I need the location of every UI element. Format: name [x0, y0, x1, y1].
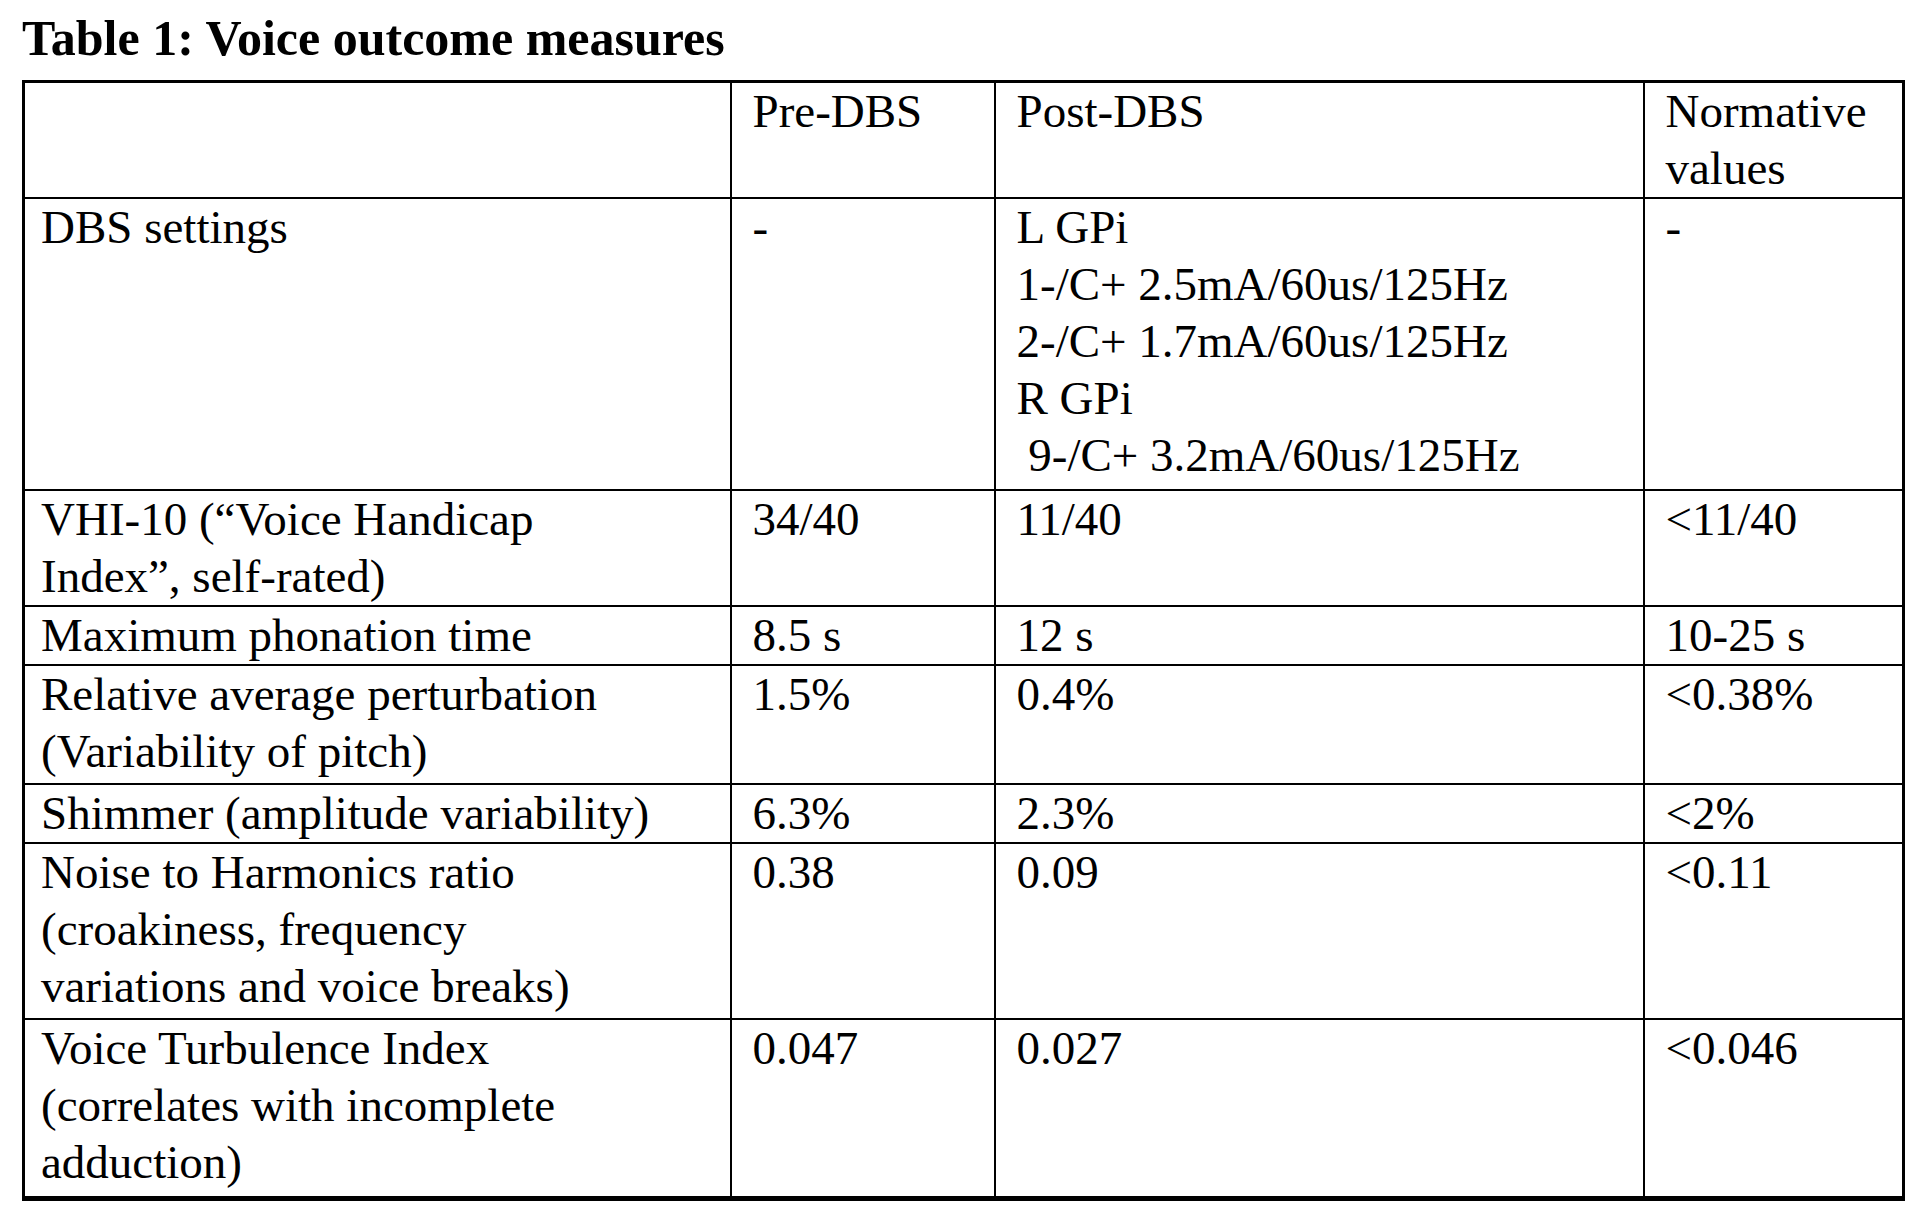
normative-cell: <11/40: [1644, 490, 1904, 606]
measure-cell: Noise to Harmonics ratio (croakiness, fr…: [24, 843, 731, 1019]
measure-cell: VHI-10 (“Voice Handicap Index”, self-rat…: [24, 490, 731, 606]
pre-dbs-cell: 34/40: [731, 490, 995, 606]
col-header-normative-values: Normative values: [1644, 82, 1904, 199]
pre-dbs-cell: 0.047: [731, 1019, 995, 1198]
normative-cell: <0.046: [1644, 1019, 1904, 1198]
measure-cell: Relative average perturbation (Variabili…: [24, 665, 731, 784]
normative-cell: <2%: [1644, 784, 1904, 843]
table-row-max-phonation-time: Maximum phonation time 8.5 s 12 s 10-25 …: [24, 606, 1904, 665]
post-dbs-cell: L GPi 1-/C+ 2.5mA/60us/125Hz 2-/C+ 1.7mA…: [995, 198, 1644, 490]
table-row-voice-turbulence-index: Voice Turbulence Index (correlates with …: [24, 1019, 1904, 1198]
pre-dbs-cell: -: [731, 198, 995, 490]
document-page: Table 1: Voice outcome measures Pre-DBS …: [0, 0, 1931, 1217]
table-row-vhi-10: VHI-10 (“Voice Handicap Index”, self-rat…: [24, 490, 1904, 606]
post-dbs-cell: 0.09: [995, 843, 1644, 1019]
post-dbs-cell: 0.4%: [995, 665, 1644, 784]
measure-cell: Shimmer (amplitude variability): [24, 784, 731, 843]
post-dbs-cell: 0.027: [995, 1019, 1644, 1198]
normative-cell: <0.38%: [1644, 665, 1904, 784]
measure-cell: Voice Turbulence Index (correlates with …: [24, 1019, 731, 1198]
table-body: DBS settings - L GPi 1-/C+ 2.5mA/60us/12…: [24, 198, 1904, 1198]
table-row-dbs-settings: DBS settings - L GPi 1-/C+ 2.5mA/60us/12…: [24, 198, 1904, 490]
table-row-relative-average-perturbation: Relative average perturbation (Variabili…: [24, 665, 1904, 784]
pre-dbs-cell: 6.3%: [731, 784, 995, 843]
pre-dbs-cell: 1.5%: [731, 665, 995, 784]
normative-cell: 10-25 s: [1644, 606, 1904, 665]
pre-dbs-cell: 0.38: [731, 843, 995, 1019]
normative-cell: -: [1644, 198, 1904, 490]
normative-cell: <0.11: [1644, 843, 1904, 1019]
post-dbs-cell: 11/40: [995, 490, 1644, 606]
col-header-pre-dbs: Pre-DBS: [731, 82, 995, 199]
post-dbs-cell: 12 s: [995, 606, 1644, 665]
voice-outcomes-table: Pre-DBS Post-DBS Normative values DBS se…: [22, 80, 1905, 1201]
measure-cell: Maximum phonation time: [24, 606, 731, 665]
table-row-noise-to-harmonics-ratio: Noise to Harmonics ratio (croakiness, fr…: [24, 843, 1904, 1019]
measure-cell: DBS settings: [24, 198, 731, 490]
table-caption: Table 1: Voice outcome measures: [22, 8, 1931, 68]
pre-dbs-cell: 8.5 s: [731, 606, 995, 665]
col-header-post-dbs: Post-DBS: [995, 82, 1644, 199]
col-header-measure: [24, 82, 731, 199]
table-row-shimmer: Shimmer (amplitude variability) 6.3% 2.3…: [24, 784, 1904, 843]
table-header: Pre-DBS Post-DBS Normative values: [24, 82, 1904, 199]
post-dbs-cell: 2.3%: [995, 784, 1644, 843]
header-row: Pre-DBS Post-DBS Normative values: [24, 82, 1904, 199]
